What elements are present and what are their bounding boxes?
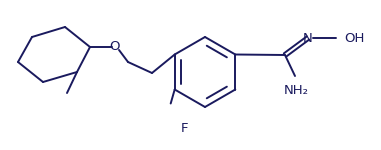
Text: F: F — [181, 122, 189, 135]
Text: N: N — [303, 32, 313, 45]
Text: OH: OH — [344, 32, 364, 45]
Text: NH₂: NH₂ — [283, 84, 309, 97]
Text: O: O — [110, 40, 120, 54]
